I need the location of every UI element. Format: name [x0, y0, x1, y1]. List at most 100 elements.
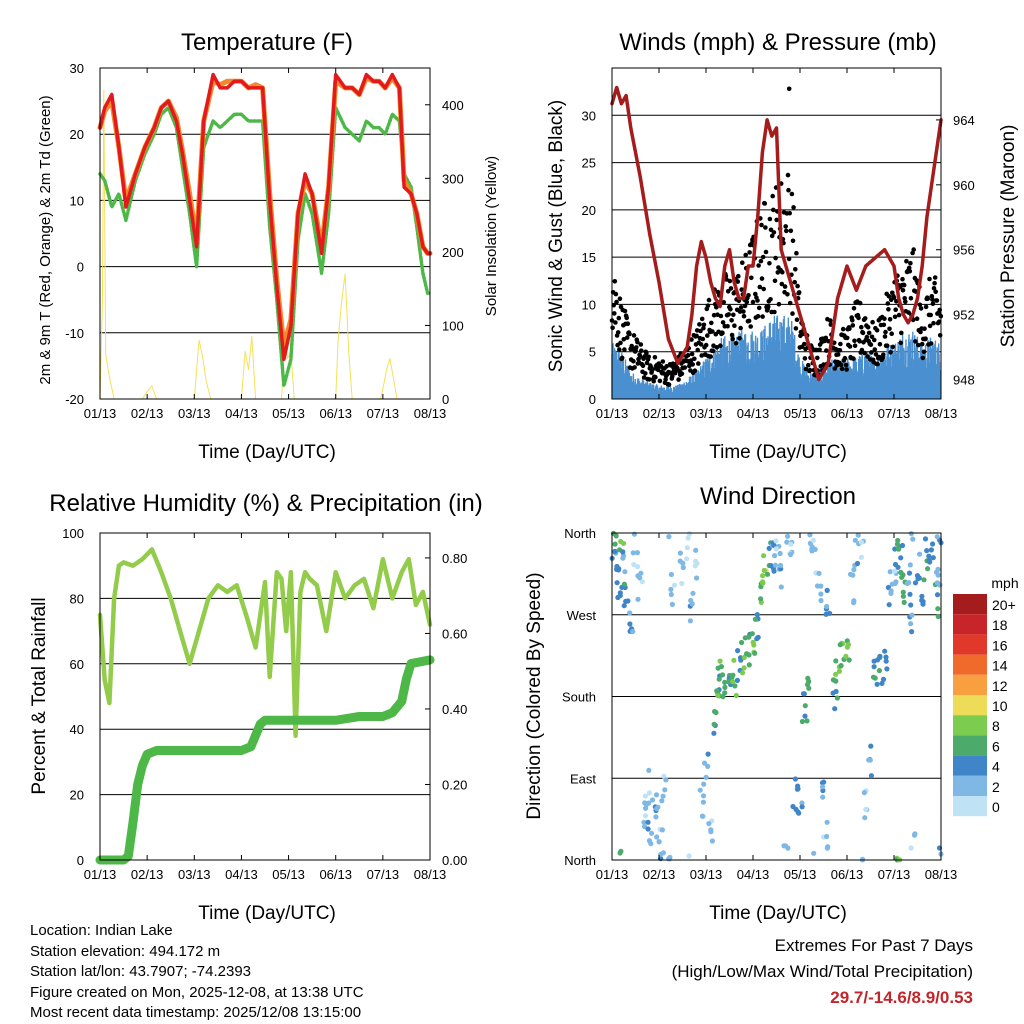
gust-point	[901, 282, 907, 288]
gust-point	[844, 335, 850, 341]
direction-point	[833, 678, 839, 684]
direction-point	[703, 774, 709, 780]
rh-ytick-label: 20	[70, 788, 84, 803]
temp-ytick-label: 30	[70, 61, 84, 76]
gust-point	[860, 330, 866, 336]
direction-point	[777, 562, 784, 569]
gust-point	[787, 300, 793, 306]
direction-point	[642, 813, 649, 819]
colorbar-tick-label: 14	[992, 658, 1008, 674]
direction-point	[773, 538, 779, 544]
direction-point	[908, 845, 914, 851]
gust-point	[851, 356, 856, 361]
temperature-y2label: Solar Insolation (Yellow)	[483, 156, 500, 316]
gust-point	[875, 361, 880, 367]
precip-y2tick-label: 0.80	[442, 551, 467, 566]
gust-point	[708, 354, 713, 359]
gust-point	[785, 172, 791, 178]
colorbar-label: mph	[991, 575, 1018, 591]
direction-point	[824, 845, 831, 851]
gust-point	[763, 249, 769, 255]
direction-point	[837, 642, 843, 648]
pressure-line	[610, 85, 943, 382]
wind-ytick-label: 25	[582, 156, 596, 171]
direction-xtick-label: 06/13	[831, 867, 864, 882]
direction-point	[901, 599, 907, 606]
direction-point	[684, 545, 690, 551]
gust-point	[888, 350, 893, 355]
direction-point	[899, 542, 906, 549]
direction-point	[915, 576, 921, 582]
gust-point	[870, 319, 875, 325]
wind-direction-panel: Wind Direction Time (Day/UTC) Direction …	[524, 483, 1019, 924]
direction-point	[799, 804, 805, 810]
gust-point	[884, 343, 890, 349]
rh-xtick-label: 08/13	[414, 867, 447, 882]
rh-ytick-label: 40	[70, 722, 84, 737]
gust-point	[613, 291, 619, 297]
gust-point	[791, 205, 796, 210]
direction-point	[900, 589, 906, 595]
direction-point	[711, 730, 717, 736]
direction-point	[649, 797, 656, 803]
temp-xtick-label: 03/13	[178, 406, 211, 421]
gust-point	[862, 316, 868, 321]
gust-point	[624, 315, 629, 321]
gust-point	[934, 298, 940, 303]
wind-xtick-label: 06/13	[831, 406, 864, 421]
direction-xtick-label: 01/13	[596, 867, 629, 882]
gust-point	[646, 354, 651, 360]
wind-ytick-label: 5	[589, 345, 596, 360]
direction-point	[761, 553, 767, 559]
gust-point	[780, 269, 785, 275]
gust-point	[793, 267, 798, 272]
pressure-y2tick-label: 948	[953, 373, 975, 388]
gust-point	[618, 340, 623, 346]
gust-point	[838, 341, 843, 347]
direction-point	[754, 612, 760, 618]
direction-point	[686, 853, 692, 859]
gust-point	[740, 260, 745, 266]
gust-point	[753, 291, 758, 297]
direction-point	[824, 833, 830, 840]
direction-point	[737, 655, 744, 661]
temp-ytick-label: -20	[65, 392, 84, 407]
wind-xtick-label: 02/13	[643, 406, 676, 421]
gust-point	[896, 312, 902, 318]
direction-point	[894, 541, 901, 547]
gust-point	[852, 343, 858, 349]
gust-point	[794, 317, 800, 323]
gust-point	[725, 289, 731, 294]
gust-point	[882, 316, 887, 322]
precip-y2tick-label: 0.20	[442, 777, 467, 792]
direction-point	[685, 535, 691, 541]
colorbar-tick-label: 2	[992, 779, 1000, 795]
direction-point	[750, 639, 756, 646]
gust-point	[817, 347, 822, 353]
direction-xtick-label: 08/13	[925, 867, 958, 882]
gust-point	[917, 302, 923, 308]
gust-point	[720, 330, 725, 336]
gust-point	[706, 297, 712, 303]
direction-point	[622, 569, 628, 575]
gust-point	[750, 299, 756, 305]
gust-point	[653, 374, 658, 380]
direction-point	[868, 773, 875, 779]
direction-point	[832, 706, 838, 712]
rh-ytick-label: 80	[70, 591, 84, 606]
winds-xlabel: Time (Day/UTC)	[709, 442, 847, 463]
gust-point	[738, 325, 743, 331]
gust-point	[815, 355, 820, 361]
direction-point	[900, 572, 906, 578]
gust-point	[824, 348, 829, 353]
direction-point	[654, 806, 660, 812]
direction-ytick-label: North	[564, 853, 596, 868]
gust-point	[733, 341, 739, 346]
gust-point	[631, 358, 636, 364]
colorbar-tick-label: 18	[992, 617, 1008, 633]
direction-xtick-label: 07/13	[878, 867, 911, 882]
gust-point	[908, 295, 914, 301]
gust-point	[627, 331, 632, 337]
gust-point	[711, 312, 717, 318]
direction-point	[709, 838, 716, 844]
